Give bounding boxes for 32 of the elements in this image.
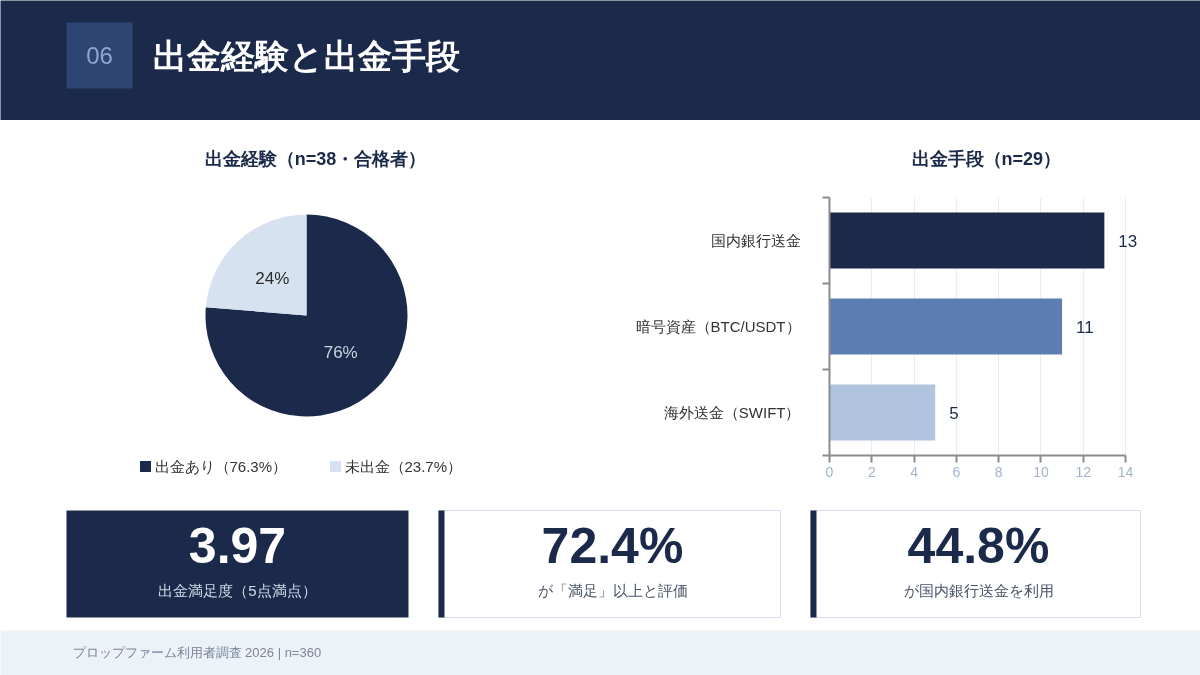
data-label: 13: [1118, 231, 1138, 251]
text: 44.8%: [907, 517, 1050, 574]
text: 出金満足度（5点満点）: [158, 582, 317, 599]
legend-label: 未出金（23.7%）: [344, 458, 463, 475]
bar: [829, 384, 936, 441]
text: プロップファーム利用者調査 2026 | n=360: [72, 645, 322, 660]
text: が国内銀行送金を利用: [903, 582, 1054, 599]
data-label: 24%: [255, 268, 290, 288]
legend-label: 出金あり（76.3%）: [154, 458, 288, 475]
x-tick-label: 6: [952, 463, 961, 480]
data-label: 76%: [323, 343, 358, 363]
bar: [829, 212, 1105, 269]
chart-title: 出金手段（n=29）: [911, 148, 1062, 169]
x-tick-label: 14: [1117, 463, 1134, 480]
x-tick-label: 4: [910, 463, 919, 480]
x-tick-label: 10: [1033, 463, 1049, 480]
x-tick-label: 12: [1075, 463, 1092, 480]
text: 72.4%: [541, 517, 684, 574]
y-tick-label: 暗号資産（BTC/USDT）: [635, 318, 801, 335]
text: 3.97: [188, 518, 287, 574]
text: が「満足」以上と評価: [537, 582, 688, 599]
data-label: 11: [1076, 317, 1094, 337]
x-tick-label: 2: [867, 463, 876, 480]
text: 06: [86, 42, 113, 69]
chart-title: 出金経験（n=38・合格者）: [204, 148, 427, 169]
x-tick-label: 0: [825, 463, 834, 480]
x-tick-label: 8: [994, 463, 1003, 480]
data-label: 5: [949, 403, 959, 423]
y-tick-label: 海外送金（SWIFT）: [663, 404, 801, 421]
text: 出金経験と出金手段: [152, 36, 460, 75]
y-tick-label: 国内銀行送金: [710, 232, 801, 249]
bar: [829, 298, 1063, 355]
